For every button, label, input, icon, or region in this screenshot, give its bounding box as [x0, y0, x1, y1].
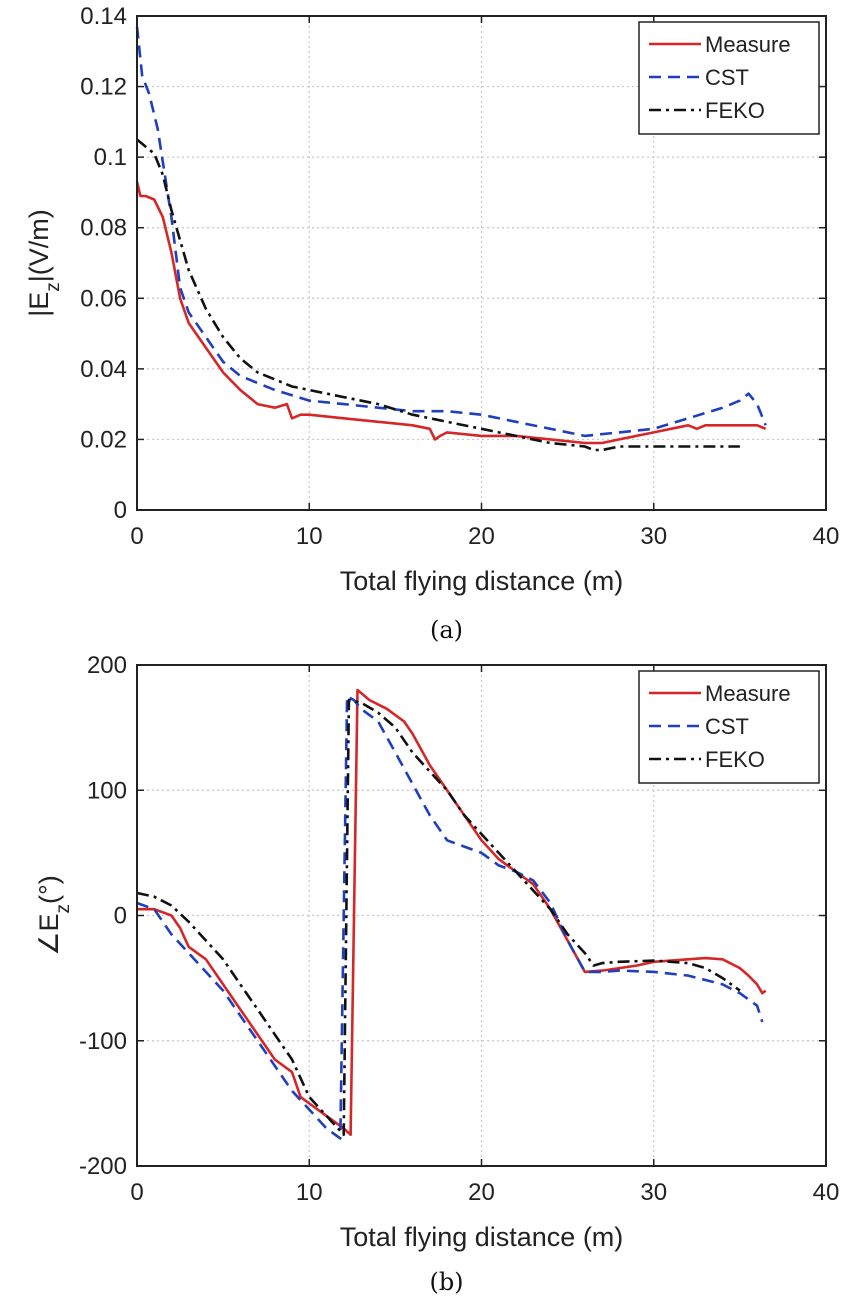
legend-label-measure: Measure	[705, 32, 791, 57]
x-tick-label: 0	[130, 523, 143, 550]
series-line-feko	[136, 698, 741, 1136]
legend-label-cst: CST	[705, 714, 749, 739]
series-line-measure	[135, 181, 767, 445]
x-tick-label: 40	[813, 523, 840, 550]
y-tick-label: 0.06	[80, 285, 127, 312]
y-tick-label: 0.04	[80, 356, 127, 383]
y-axis-label: ∠Ez(°)	[34, 875, 74, 956]
legend-label-feko: FEKO	[705, 747, 765, 772]
y-tick-label: 0.14	[80, 3, 127, 30]
y-tick-label: 200	[87, 652, 127, 679]
x-tick-label: 40	[813, 1179, 840, 1206]
x-tick-label: 30	[640, 1179, 667, 1206]
figure-caption: (a)	[430, 616, 463, 644]
y-tick-label: 0.08	[80, 215, 127, 242]
x-axis-label: Total flying distance (m)	[340, 1222, 624, 1252]
x-axis-label: Total flying distance (m)	[340, 566, 624, 596]
y-tick-label: -200	[79, 1153, 127, 1180]
legend-label-measure: Measure	[705, 681, 791, 706]
x-tick-label: 20	[468, 1179, 495, 1206]
legend-label-feko: FEKO	[705, 98, 765, 123]
chart-b: 0 10 20 30 40 -200 -100 0 100 200 Total flying dis…	[34, 652, 839, 1296]
x-tick-label: 10	[296, 523, 323, 550]
y-tick-label: -100	[79, 1028, 127, 1055]
y-tick-label: 0.02	[80, 426, 127, 453]
x-tick-label: 10	[296, 1179, 323, 1206]
legend-label-cst: CST	[705, 65, 749, 90]
series-line-cst	[135, 26, 767, 438]
y-axis-label: |Ez|(V/m)	[24, 209, 64, 317]
x-tick-label: 20	[468, 523, 495, 550]
y-tick-label: 0.12	[80, 74, 127, 101]
chart-a: 0 10 20 30 40 0 0.02 0.04 0.06 0.08 0.1 0.12 0.14 Tot…	[24, 3, 839, 644]
y-tick-label: 0	[114, 903, 127, 930]
x-tick-label: 30	[640, 523, 667, 550]
legend-box	[638, 21, 820, 135]
x-tick-label: 0	[130, 1179, 143, 1206]
figure-caption: (b)	[429, 1268, 463, 1296]
y-tick-label: 0.1	[94, 144, 127, 171]
y-tick-label: 0	[114, 497, 127, 524]
series-line-cst	[136, 695, 764, 1140]
series-line-feko	[136, 138, 740, 452]
series-line-measure	[137, 688, 767, 1136]
y-tick-label: 100	[87, 777, 127, 804]
